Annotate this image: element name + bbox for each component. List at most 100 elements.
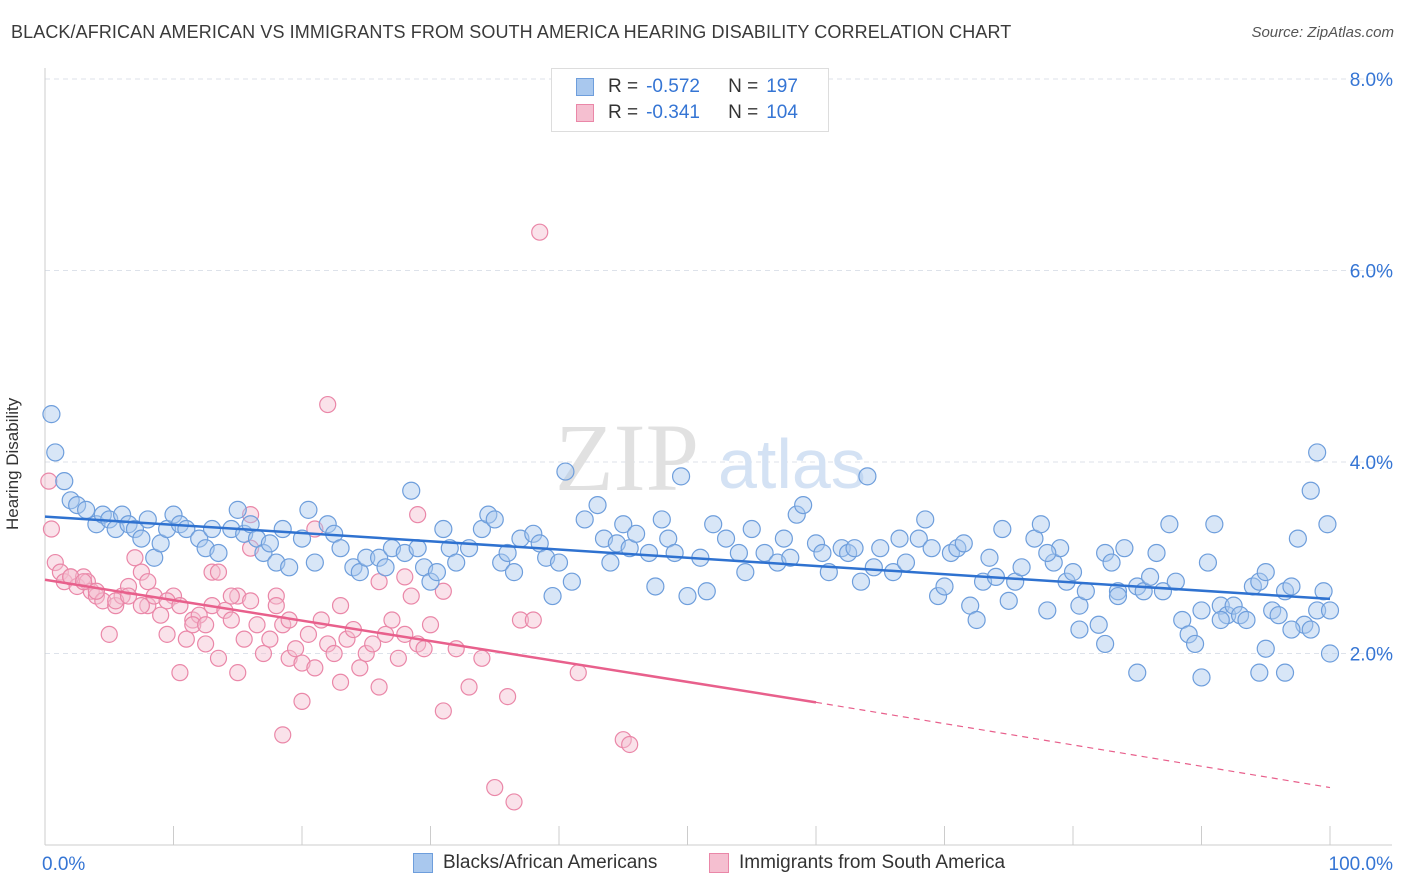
data-point [562,572,581,591]
data-point [1288,529,1307,548]
data-point [858,467,877,486]
data-point [299,625,318,643]
data-point [357,548,376,567]
data-point [851,572,871,591]
data-point [492,553,511,572]
data-point [132,529,151,548]
data-point [46,443,65,462]
data-point [485,510,504,529]
data-point [1128,663,1147,682]
data-point [139,597,157,615]
data-point [408,539,427,558]
chart-title: BLACK/AFRICAN AMERICAN VS IMMIGRANTS FRO… [11,22,1012,42]
data-point [505,793,523,811]
series-blacks-african-americans [42,405,1340,687]
data-point [209,543,228,563]
data-point [1224,596,1243,615]
data-point [402,587,420,605]
data-point [1250,572,1269,591]
x-tick-label: 0.0% [42,854,85,875]
data-point [280,558,299,577]
legend-r-value: -0.572 [646,76,700,97]
data-point [1275,663,1295,682]
legend-r-label: R = [608,76,639,97]
data-point [1063,563,1083,582]
data-point [697,582,716,601]
data-point [42,405,61,424]
chart-source: Source: ZipAtlas.com [1251,24,1394,41]
data-point [229,587,247,605]
data-point [614,515,633,534]
data-point [1211,596,1230,615]
data-point [601,553,620,572]
bottom-legend-swatch-pink [709,853,729,873]
bottom-legend-blue: Blacks/African Americans [413,852,657,874]
data-point [274,726,292,744]
y-tick-label: 6.0% [1350,262,1393,283]
data-point [1096,543,1115,563]
data-point [916,510,935,529]
data-point [1185,634,1205,654]
data-point [1256,639,1275,658]
y-tick-label: 2.0% [1350,645,1393,666]
bottom-legend-label-pink: Immigrants from South America [739,852,1006,873]
data-point [94,592,112,610]
data-point [716,529,736,548]
data-point [197,635,215,653]
data-point [197,616,215,634]
data-point [704,515,723,534]
data-point [55,472,74,491]
data-point [999,591,1018,610]
grid-lines [45,78,1392,654]
legend-r-label: R = [608,102,639,123]
legend-n-value: 197 [766,76,798,97]
data-point [119,577,138,596]
data-point [383,611,401,629]
data-point [967,610,986,630]
watermark-zip: ZIP [555,404,699,511]
data-point [954,534,973,553]
data-point [273,519,292,539]
data-point [100,625,118,643]
data-point [864,558,883,577]
data-point [1282,577,1301,596]
data-point [325,644,343,663]
data-point [556,462,575,481]
data-point [993,519,1012,539]
data-point [293,692,311,710]
data-point [107,597,125,615]
data-point [389,649,407,667]
data-point [845,539,864,558]
data-point [434,519,453,539]
data-point [1089,615,1108,634]
data-point [132,597,150,615]
legend-swatch-blue [576,78,594,96]
data-point [152,606,170,624]
data-point [1205,515,1224,534]
data-point [1102,553,1121,572]
data-point [621,735,639,754]
data-point [980,548,999,567]
data-point [68,495,87,515]
data-point [1012,558,1031,577]
data-point [678,586,697,606]
data-point [261,630,279,648]
data-point [260,534,279,553]
data-point [202,519,222,539]
data-point [806,534,826,553]
data-point [871,539,890,558]
data-point [671,467,691,486]
data-point [331,597,350,615]
data-point [42,520,61,538]
data-point [421,616,440,634]
data-point [171,664,189,682]
data-point [409,506,427,524]
data-point [318,515,337,534]
data-point [1070,620,1089,639]
data-point [460,678,478,696]
data-point [1237,610,1256,630]
data-point [736,563,755,582]
data-point [1192,668,1211,687]
data-point [813,543,832,563]
